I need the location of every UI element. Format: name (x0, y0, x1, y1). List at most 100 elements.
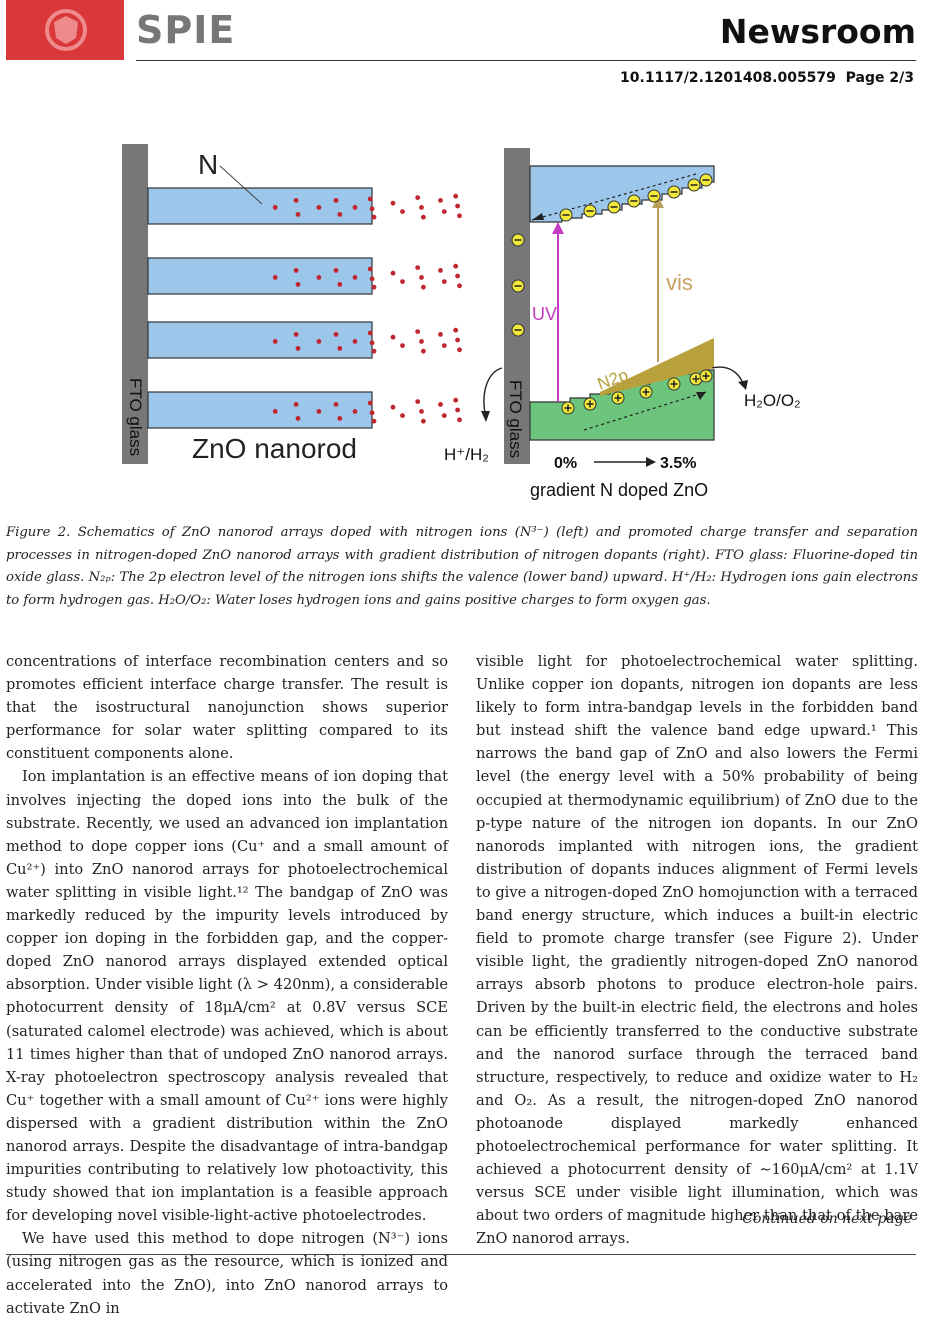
dopant-dot (400, 279, 405, 284)
dopant-dot (367, 196, 373, 202)
plus-sign (692, 375, 700, 383)
dopant-dot (333, 402, 339, 407)
dopant-dot (352, 409, 358, 414)
nanorod-array (147, 187, 373, 429)
dopant-dot (333, 198, 339, 203)
doi-line: 10.1117/2.1201408.005579 Page 2/3 (620, 70, 914, 86)
dopant-dot (419, 339, 424, 344)
dopant-dot (438, 332, 443, 337)
dopant-dot (293, 268, 299, 273)
dopant-dot (367, 400, 373, 406)
dopant-dot (295, 416, 301, 421)
dopant-dot (369, 410, 375, 416)
dopant-dot (293, 198, 299, 203)
dopant-dot (438, 198, 443, 203)
dopant-dot (295, 282, 301, 287)
dopant-dot (371, 418, 377, 424)
dopant-dot (453, 263, 459, 269)
dopant-dot (415, 195, 421, 200)
plus-sign (642, 388, 650, 396)
dopant-dot (441, 413, 447, 418)
plus-sign (564, 404, 572, 412)
label-grad-end: 3.5% (660, 455, 696, 472)
section-title: Newsroom (719, 12, 916, 51)
dopant-dot (367, 330, 373, 336)
dopant-dot (272, 409, 278, 414)
dopant-dot (333, 268, 339, 273)
dopant-dot (293, 402, 299, 407)
dopant-dot (295, 346, 301, 351)
label-h2o-o2: H₂O/O₂ (744, 391, 801, 410)
dopant-dot (457, 213, 462, 219)
conduction-band (529, 165, 715, 223)
dopant-dot (415, 399, 421, 404)
brand-name: SPIE (136, 8, 236, 52)
dopant-dot (457, 417, 462, 423)
dopant-dot (295, 212, 301, 217)
continued-note: Continued on next page (742, 1211, 912, 1227)
dopant-dot (455, 203, 460, 209)
dopant-dot (371, 214, 377, 220)
dopant-dot (337, 416, 343, 421)
electron-markers (511, 173, 713, 337)
label-fto-left: FTO glass (126, 378, 145, 456)
plus-sign (670, 380, 678, 388)
dopant-dot (421, 348, 426, 354)
label-grad-start: 0% (554, 455, 577, 472)
dopant-dot (272, 275, 278, 280)
fto-glass-left (122, 144, 148, 464)
dopant-dot (457, 347, 462, 353)
dopant-dot (400, 413, 405, 418)
dopant-dot (453, 397, 459, 403)
dopant-dot (421, 214, 426, 220)
dopant-dot (390, 404, 396, 410)
figure-caption: Figure 2. Schematics of ZnO nanorod arra… (6, 522, 918, 612)
dopant-dot (441, 209, 447, 214)
n2p-level (600, 338, 714, 396)
label-h-h2: H⁺/H₂ (444, 445, 489, 464)
dopant-dot (421, 418, 426, 424)
dopant-dot (367, 266, 373, 272)
label-n: N (198, 149, 218, 180)
dopant-dot (419, 275, 424, 280)
label-uv: UV (532, 304, 557, 324)
plus-sign (702, 372, 710, 380)
dopant-dot (415, 329, 421, 334)
dopant-dot (455, 407, 460, 413)
nitrogen-dopant-dots (272, 193, 462, 424)
page-number: Page 2/3 (845, 70, 914, 86)
dopant-dot (337, 212, 343, 217)
spie-logo (6, 0, 124, 60)
figure-2: N FTO glass ZnO nanorod FTO glass N2p UV… (100, 130, 820, 510)
dopant-dot (316, 275, 322, 280)
header-divider (136, 60, 916, 61)
dopant-dot (390, 200, 396, 206)
paragraph: concentrations of interface recombinatio… (6, 653, 448, 763)
dopant-dot (453, 193, 459, 199)
dopant-dot (438, 402, 443, 407)
footer-divider (6, 1254, 916, 1255)
dopant-dot (438, 268, 443, 273)
dopant-dot (272, 339, 278, 344)
label-zno-nanorod: ZnO nanorod (192, 433, 357, 464)
dopant-dot (419, 409, 424, 414)
dopant-dot (400, 209, 405, 214)
body-column-left: concentrations of interface recombinatio… (6, 650, 448, 1320)
dopant-dot (453, 327, 459, 333)
doi: 10.1117/2.1201408.005579 (620, 70, 836, 86)
dopant-dot (352, 275, 358, 280)
paragraph: visible light for photoelectrochemical w… (476, 653, 918, 1248)
dopant-dot (421, 284, 426, 290)
caption-text: Schematics of ZnO nanorod arrays doped w… (6, 525, 918, 608)
caption-label: Figure 2. (6, 525, 71, 540)
dopant-dot (441, 279, 447, 284)
dopant-dot (400, 343, 405, 348)
plus-sign (614, 394, 622, 402)
dopant-dot (455, 337, 460, 343)
fto-glass-right (504, 148, 530, 464)
hole-markers (561, 369, 713, 415)
dopant-dot (371, 284, 377, 290)
label-fto-right: FTO glass (506, 380, 525, 458)
label-gradient-n-doped: gradient N doped ZnO (530, 480, 708, 500)
body-column-right: visible light for photoelectrochemical w… (476, 650, 918, 1250)
